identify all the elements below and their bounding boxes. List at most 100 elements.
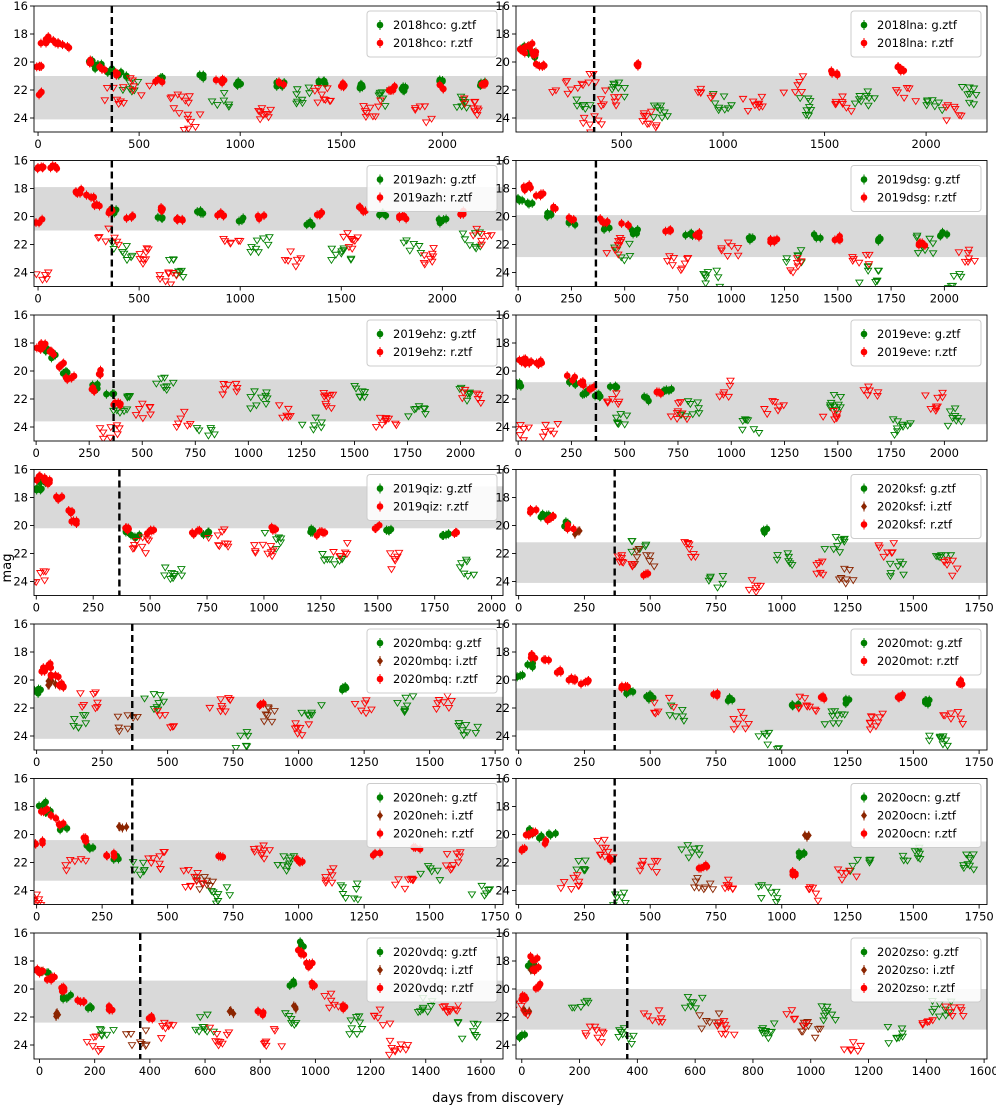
detection-marker — [526, 42, 533, 50]
upper-limit-marker — [969, 866, 979, 874]
upper-limit-marker — [763, 884, 773, 892]
x-tick-label: 1500 — [415, 755, 444, 769]
data-layer — [34, 659, 483, 750]
y-tick-label: 20 — [495, 673, 510, 687]
detection-marker — [58, 984, 65, 992]
upper-limit-marker — [943, 742, 952, 750]
upper-limit-marker — [296, 255, 306, 263]
x-tick-label: 1000 — [234, 446, 263, 460]
upper-limit-marker — [677, 846, 687, 854]
upper-limit-marker — [326, 868, 336, 876]
x-tick-label: 0 — [33, 755, 40, 769]
axes-frame — [515, 160, 988, 287]
upper-limit-marker — [782, 255, 792, 263]
upper-limit-marker — [827, 1011, 837, 1019]
detection-marker — [613, 383, 621, 391]
detection-marker — [303, 959, 310, 967]
detection-marker — [579, 391, 587, 398]
axes-frame — [33, 5, 504, 133]
upper-limit-marker — [321, 400, 331, 408]
upper-limit-marker — [613, 553, 623, 561]
upper-limit-marker — [582, 997, 592, 1005]
upper-limit-marker — [146, 411, 155, 419]
x-tick-label: 1500 — [899, 755, 928, 769]
detection-marker — [34, 840, 39, 847]
y-tick-label: 20 — [13, 364, 28, 378]
detection-marker — [131, 533, 139, 541]
upper-limit-marker — [438, 1004, 448, 1012]
detection-marker — [921, 697, 929, 704]
legend-label: 2020mbq: g.ztf — [393, 636, 482, 650]
upper-limit-marker — [873, 389, 883, 397]
upper-limit-marker — [169, 256, 178, 265]
upper-limit-marker — [448, 862, 458, 870]
upper-limit-marker — [590, 113, 599, 121]
detection-marker — [383, 526, 390, 534]
legend-label: 2020zso: g.ztf — [877, 945, 959, 959]
upper-limit-marker — [625, 240, 634, 248]
upper-limit-marker — [769, 1020, 779, 1028]
x-tick-label: 1000 — [226, 137, 255, 151]
x-tick-label: 250 — [560, 292, 582, 306]
upper-limit-marker — [764, 729, 774, 737]
detection-marker — [532, 828, 539, 836]
upper-limit-marker — [442, 851, 452, 859]
x-tick-label: 1500 — [327, 137, 356, 151]
upper-limit-marker — [144, 855, 153, 863]
upper-limit-marker — [827, 708, 837, 716]
upper-limit-marker — [733, 252, 743, 260]
upper-limit-marker — [317, 419, 327, 427]
upper-limit-marker — [632, 547, 642, 555]
upper-limit-marker — [705, 1019, 715, 1027]
upper-limit-marker — [802, 702, 811, 710]
upper-limit-marker — [621, 900, 630, 905]
x-tick-label: 750 — [705, 601, 727, 615]
x-tick-label: 500 — [639, 910, 661, 924]
upper-limit-marker — [948, 415, 958, 423]
upper-limit-marker — [235, 238, 245, 246]
legend-marker — [376, 830, 384, 837]
detection-marker — [875, 236, 882, 243]
upper-limit-marker — [337, 248, 347, 256]
upper-limit-marker — [41, 568, 51, 576]
upper-limit-marker — [89, 690, 98, 699]
upper-limit-marker — [70, 858, 80, 866]
upper-limit-marker — [439, 699, 449, 707]
upper-limit-marker — [416, 870, 426, 878]
upper-limit-marker — [599, 101, 608, 109]
detection-marker — [190, 531, 198, 538]
upper-limit-marker — [770, 398, 780, 407]
upper-limit-marker — [913, 250, 923, 258]
upper-limit-marker — [718, 573, 728, 581]
upper-limit-marker — [176, 566, 186, 574]
upper-limit-marker — [691, 1005, 701, 1013]
upper-limit-marker — [856, 1042, 866, 1050]
upper-limit-marker — [829, 546, 839, 554]
data-layer — [526, 504, 962, 596]
detection-marker — [524, 661, 531, 668]
upper-limit-marker — [600, 87, 610, 95]
upper-limit-marker — [115, 409, 125, 417]
upper-limit-marker — [121, 1031, 131, 1039]
upper-limit-marker — [686, 554, 696, 562]
detection-marker — [795, 849, 803, 857]
upper-limit-marker — [40, 272, 50, 280]
upper-limit-marker — [701, 274, 711, 282]
upper-limit-marker — [538, 433, 548, 441]
upper-limit-marker — [401, 694, 411, 702]
upper-limit-marker — [459, 95, 469, 103]
detection-marker — [710, 690, 717, 698]
upper-limit-marker — [418, 1004, 428, 1012]
upper-limit-marker — [361, 710, 371, 718]
upper-limit-marker — [401, 1046, 411, 1054]
upper-limit-marker — [427, 258, 437, 266]
upper-limit-marker — [680, 539, 690, 547]
upper-limit-marker — [400, 706, 410, 714]
upper-limit-marker — [247, 244, 256, 252]
upper-limit-marker — [292, 256, 302, 264]
upper-limit-marker — [95, 425, 105, 433]
upper-limit-marker — [688, 999, 698, 1007]
legend-label: 2019azh: r.ztf — [393, 191, 473, 205]
upper-limit-marker — [743, 417, 753, 425]
